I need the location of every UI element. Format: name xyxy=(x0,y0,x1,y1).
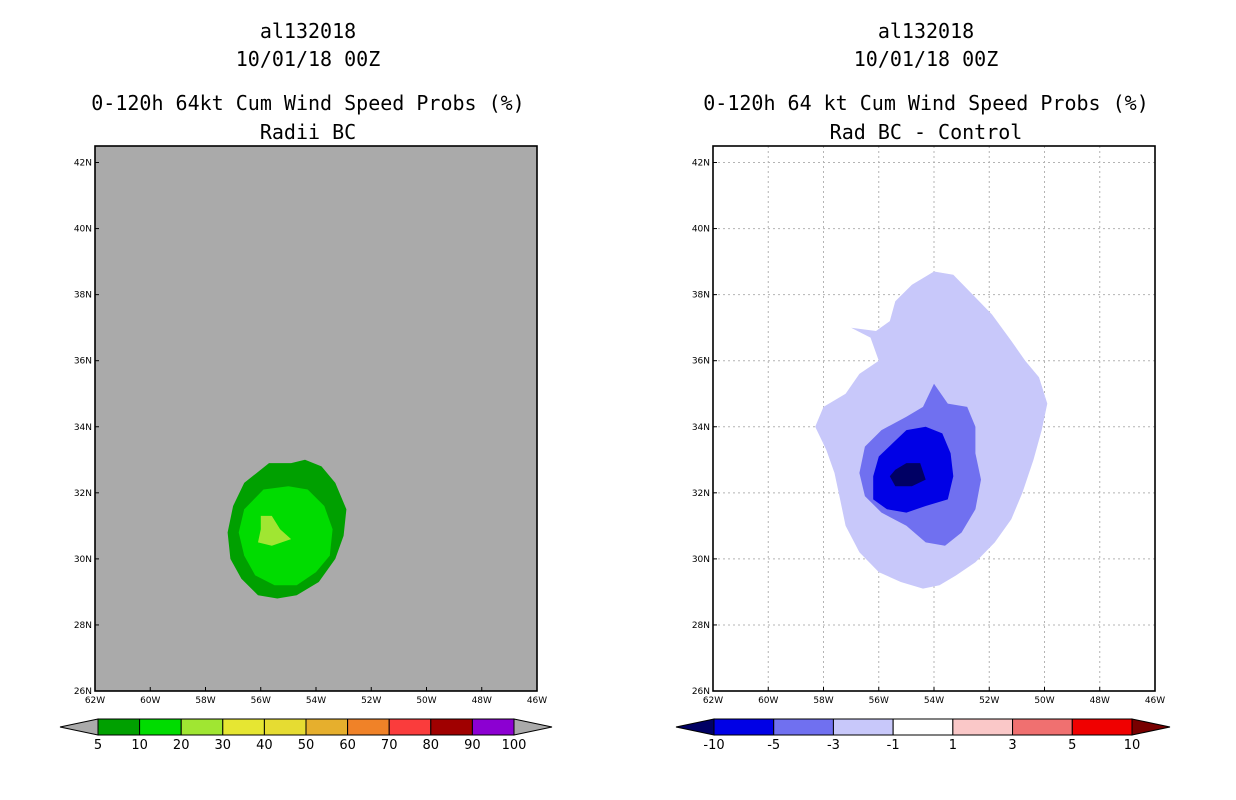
colorbar-label: 20 xyxy=(173,738,190,753)
left-chart-subtitle: Radii BC xyxy=(259,120,357,144)
colorbar-segment xyxy=(892,718,954,736)
colorbar-segment xyxy=(430,718,473,736)
y-tick-label: 40N xyxy=(692,225,710,235)
x-tick-label: 58W xyxy=(813,696,833,706)
colorbar-segment xyxy=(305,718,349,736)
left-probability-map: 62W 60W 58W 56W 54W 52W 50W 48W 46W 26N 28N 30N 32N 3… xyxy=(59,145,553,753)
x-tick-label: 62W xyxy=(703,696,723,706)
colorbar-label: -3 xyxy=(827,738,840,753)
x-tick-label: 52W xyxy=(361,696,381,706)
right-storm-id: al132018 xyxy=(877,19,975,43)
y-tick-label: 38N xyxy=(692,291,710,301)
colorbar-label: 3 xyxy=(1008,738,1016,753)
colorbar-label: 60 xyxy=(339,738,356,753)
colorbar-segment xyxy=(97,718,141,736)
contour-region-20_30 xyxy=(258,515,292,546)
right-chart-subtitle: Rad BC - Control xyxy=(829,120,1023,144)
x-tick-label: 50W xyxy=(1034,696,1054,706)
colorbar-label: 5 xyxy=(94,738,102,753)
left-chart-title: 0-120h 64kt Cum Wind Speed Probs (%) xyxy=(91,91,525,115)
colorbar-under-triangle xyxy=(59,718,99,736)
x-tick-label: 60W xyxy=(758,696,778,706)
y-tick-label: 28N xyxy=(692,621,710,631)
x-tick-label: 48W xyxy=(472,696,492,706)
colorbar-label: 10 xyxy=(1124,738,1141,753)
colorbar-label: -1 xyxy=(887,738,900,753)
x-tick-label: 48W xyxy=(1090,696,1110,706)
colorbar-under-triangle xyxy=(675,718,715,736)
colorbar-segment xyxy=(263,718,307,736)
colorbar-label: 80 xyxy=(423,738,440,753)
x-tick-label: 54W xyxy=(306,696,326,706)
y-tick-label: 38N xyxy=(74,291,92,301)
y-tick-label: 30N xyxy=(74,555,92,565)
right-difference-map: 62W 60W 58W 56W 54W 52W 50W 48W 46W 26N 28N 30N 32N 3… xyxy=(675,145,1171,753)
colorbar-over-triangle xyxy=(1131,718,1171,736)
colorbar-segment xyxy=(180,718,224,736)
colorbar-segment xyxy=(952,718,1014,736)
colorbar-label: 10 xyxy=(131,738,148,753)
y-tick-label: 34N xyxy=(74,423,92,433)
colorbar-segment xyxy=(388,718,432,736)
colorbar-label: 30 xyxy=(215,738,232,753)
left-storm-id: al132018 xyxy=(259,19,357,43)
x-tick-label: 46W xyxy=(1145,696,1165,706)
y-tick-label: 34N xyxy=(692,423,710,433)
colorbar-segment xyxy=(139,718,182,736)
colorbar-over-triangle xyxy=(513,718,553,736)
right-chart-title: 0-120h 64 kt Cum Wind Speed Probs (%) xyxy=(703,91,1149,115)
x-tick-label: 56W xyxy=(869,696,889,706)
y-tick-label: 36N xyxy=(74,357,92,367)
colorbar-segment xyxy=(713,718,775,736)
y-tick-label: 28N xyxy=(74,621,92,631)
x-tick-label: 46W xyxy=(527,696,547,706)
y-tick-label: 26N xyxy=(74,687,92,697)
colorbar-label: 90 xyxy=(464,738,481,753)
plot-background xyxy=(95,146,537,691)
left-date: 10/01/18 00Z xyxy=(235,47,381,71)
colorbar-label: 50 xyxy=(298,738,315,753)
colorbar-segment xyxy=(1071,718,1133,736)
x-tick-label: 62W xyxy=(85,696,105,706)
x-tick-label: 60W xyxy=(140,696,160,706)
y-tick-label: 42N xyxy=(692,159,710,169)
y-tick-label: 42N xyxy=(74,159,92,169)
y-tick-label: 30N xyxy=(692,555,710,565)
colorbar-segment xyxy=(347,718,390,736)
y-tick-label: 36N xyxy=(692,357,710,367)
y-tick-label: 26N xyxy=(692,687,710,697)
colorbar-label: -10 xyxy=(703,738,724,753)
x-tick-label: 52W xyxy=(979,696,999,706)
x-tick-label: 58W xyxy=(195,696,215,706)
y-tick-label: 32N xyxy=(692,489,710,499)
contour-region-_10 xyxy=(889,463,926,487)
colorbar-label: 100 xyxy=(502,738,527,753)
colorbar-label: 1 xyxy=(949,738,957,753)
x-tick-label: 54W xyxy=(924,696,944,706)
colorbar-segment xyxy=(471,718,515,736)
colorbar-label: -5 xyxy=(767,738,780,753)
colorbar-segment xyxy=(832,718,894,736)
colorbar-label: 5 xyxy=(1068,738,1076,753)
x-tick-label: 50W xyxy=(416,696,436,706)
colorbar-segment xyxy=(773,718,834,736)
y-tick-label: 40N xyxy=(74,225,92,235)
colorbar-label: 40 xyxy=(256,738,273,753)
y-tick-label: 32N xyxy=(74,489,92,499)
x-tick-label: 56W xyxy=(251,696,271,706)
colorbar-segment xyxy=(1012,718,1073,736)
colorbar-label: 70 xyxy=(381,738,398,753)
colorbar-segment xyxy=(222,718,265,736)
right-date: 10/01/18 00Z xyxy=(853,47,999,71)
